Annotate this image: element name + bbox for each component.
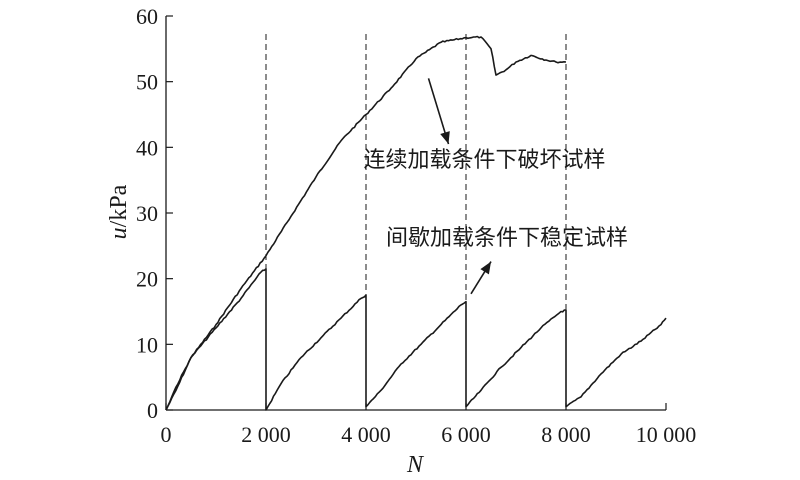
y-tick-label: 20 [136, 267, 158, 292]
y-axis-label-var: u [106, 227, 132, 239]
annotation-arrow-head [480, 261, 491, 275]
plot-frame [165, 16, 666, 411]
x-tick-label: 6 000 [441, 422, 491, 447]
annotation-label: 间歇加载条件下稳定试样 [386, 226, 628, 251]
annotation-arrow-head [440, 131, 450, 145]
y-axis-label-unit: /kPa [106, 184, 132, 227]
y-axis-label: u/kPa [106, 184, 132, 239]
y-tick-label: 40 [136, 135, 158, 160]
y-tick-label: 10 [136, 332, 158, 357]
annotation-label: 连续加载条件下破坏试样 [364, 148, 606, 173]
series-intermittent-line [165, 267, 667, 411]
y-tick-label: 60 [136, 4, 158, 29]
x-tick-label: 2 000 [241, 422, 291, 447]
series-group [165, 35, 667, 411]
series-continuous-line [165, 35, 567, 411]
x-axis-label: N [406, 452, 425, 478]
axis-ticks: 0 2 000 4 000 6 000 8 000 10 000 0 10 20 30 40 50 60 [136, 4, 696, 447]
x-tick-label: 4 000 [341, 422, 391, 447]
y-tick-label: 50 [136, 70, 158, 95]
stage-dashed-lines [265, 34, 567, 410]
x-tick-label: 8 000 [541, 422, 591, 447]
y-tick-label: 30 [136, 201, 158, 226]
x-tick-label: 10 000 [636, 422, 697, 447]
y-tick-label: 0 [147, 398, 158, 423]
x-tick-label: 0 [161, 422, 172, 447]
